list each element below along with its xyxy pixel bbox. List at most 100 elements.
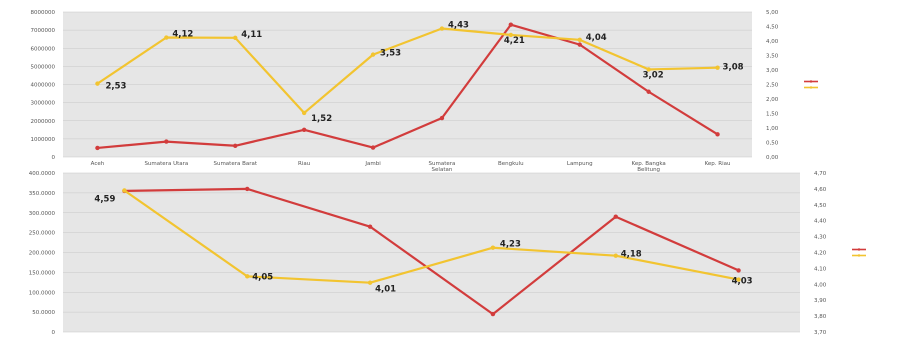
data-point (367, 224, 373, 229)
data-point (577, 37, 582, 43)
right-axis-tick-label: 4,40 (814, 219, 827, 225)
left-axis-tick-label: 2000000 (31, 119, 56, 125)
series-line-2 (96, 27, 718, 115)
series-line-1 (124, 187, 740, 316)
category-label: Lampung (567, 161, 593, 167)
data-label: 4,11 (241, 30, 262, 40)
right-axis-tick-label: 4,60 (814, 187, 827, 193)
left-axis-tick-label: 100.0000 (29, 290, 56, 296)
right-axis-tick-label: 3,80 (814, 314, 827, 320)
right-axis-tick-label: 4,10 (814, 266, 827, 272)
right-axis-tick-label: 2,50 (766, 83, 779, 89)
legend-marker (857, 254, 861, 257)
right-axis-tick-label: 0,50 (766, 141, 779, 147)
data-point (613, 214, 618, 219)
right-axis-tick-label: 4,00 (766, 39, 779, 45)
right-axis-tick-label: 3,90 (814, 298, 827, 304)
left-axis-tick-label: 3000000 (31, 101, 56, 107)
data-label: 4,12 (172, 30, 193, 40)
right-axis-tick-label: 4,50 (766, 25, 779, 31)
data-point (577, 42, 582, 47)
data-point (715, 65, 720, 70)
category-label: Kep. Bangka Belitung (632, 161, 666, 173)
data-point (95, 81, 100, 86)
data-point (233, 143, 238, 148)
category-label: Riau (298, 161, 310, 167)
right-axis-tick-label: 3,00 (766, 68, 779, 74)
category-label: Jambi (364, 161, 381, 167)
category-label: Kep. Riau (705, 161, 731, 167)
data-point (245, 186, 250, 192)
data-point (245, 274, 250, 279)
left-axis-tick-label: 50.0000 (32, 310, 55, 316)
data-point (301, 110, 307, 116)
right-axis-tick-label: 3,50 (766, 54, 779, 60)
data-point (490, 245, 496, 250)
right-axis-tick-label: 5,00 (766, 10, 779, 16)
right-axis-tick-label: 4,20 (814, 251, 827, 257)
data-label: 2,53 (105, 82, 126, 92)
data-label: 4,59 (94, 194, 115, 204)
data-label: 4,05 (252, 272, 273, 282)
category-label: Sumatera Selatan (429, 161, 456, 173)
data-point (736, 268, 741, 273)
data-point (439, 115, 445, 121)
legend-marker (809, 86, 813, 89)
series-line-2 (123, 189, 739, 284)
data-label: 4,03 (732, 277, 753, 287)
data-point (233, 35, 238, 41)
data-label: 4,01 (375, 285, 396, 295)
left-axis-tick-label: 7000000 (31, 28, 56, 34)
data-label: 1,52 (311, 114, 332, 124)
category-label: Bengkulu (498, 161, 524, 167)
data-point (508, 22, 514, 27)
data-point (164, 35, 169, 40)
data-point (646, 67, 651, 72)
data-label: 3,53 (380, 49, 401, 59)
left-axis-tick-label: 6000000 (31, 46, 56, 52)
data-point (95, 145, 100, 151)
right-axis-tick-label: 4,50 (814, 203, 827, 209)
data-point (508, 32, 514, 38)
chart-2: 0 50.0000 100.0000 150.0000 200.0000 250.0000… (29, 171, 866, 336)
data-label: 4,21 (504, 36, 525, 46)
data-point (164, 139, 169, 144)
left-axis-tick-label: 8000000 (31, 10, 56, 16)
data-point (439, 26, 445, 31)
right-axis-tick-label: 2,00 (766, 97, 779, 103)
left-axis-tick-label: 0 (52, 155, 56, 161)
left-axis-tick-label: 350.0000 (29, 191, 56, 197)
data-point (301, 127, 307, 133)
right-axis-tick-label: 4,70 (814, 171, 827, 177)
data-point (370, 145, 376, 150)
left-axis-tick-label: 4000000 (31, 83, 56, 89)
data-label: 4,04 (586, 33, 607, 43)
data-point (370, 52, 376, 57)
left-axis-tick-label: 0 (52, 330, 56, 336)
data-label: 4,43 (448, 21, 469, 31)
left-axis-tick-label: 200.0000 (29, 251, 56, 257)
left-axis-tick-label: 250.0000 (29, 231, 56, 237)
left-axis-tick-label: 300.0000 (29, 211, 56, 217)
left-axis-tick-label: 400.0000 (29, 171, 56, 177)
left-axis-tick-label: 1000000 (31, 137, 56, 143)
data-point (736, 277, 741, 282)
data-point (646, 89, 651, 94)
data-point (715, 132, 720, 137)
chart-1: 0 1000000 2000000 3000000 4000000 5000000 6000… (31, 10, 818, 173)
category-label: Aceh (91, 161, 105, 167)
data-label: 3,02 (643, 70, 664, 80)
data-label: 4,23 (500, 240, 521, 250)
left-axis-tick-label: 150.0000 (29, 270, 56, 276)
series-line-1 (97, 23, 719, 150)
data-point (122, 188, 127, 193)
right-axis-tick-label: 4,30 (814, 235, 827, 241)
left-axis-tick-label: 5000000 (31, 64, 56, 70)
legend-marker (809, 80, 813, 83)
data-label: 4,18 (621, 250, 642, 260)
legend-marker (857, 248, 861, 251)
right-axis-tick-label: 3,70 (814, 330, 827, 336)
right-axis-tick-label: 0,00 (766, 155, 779, 161)
right-axis-tick-label: 4,00 (814, 282, 827, 288)
